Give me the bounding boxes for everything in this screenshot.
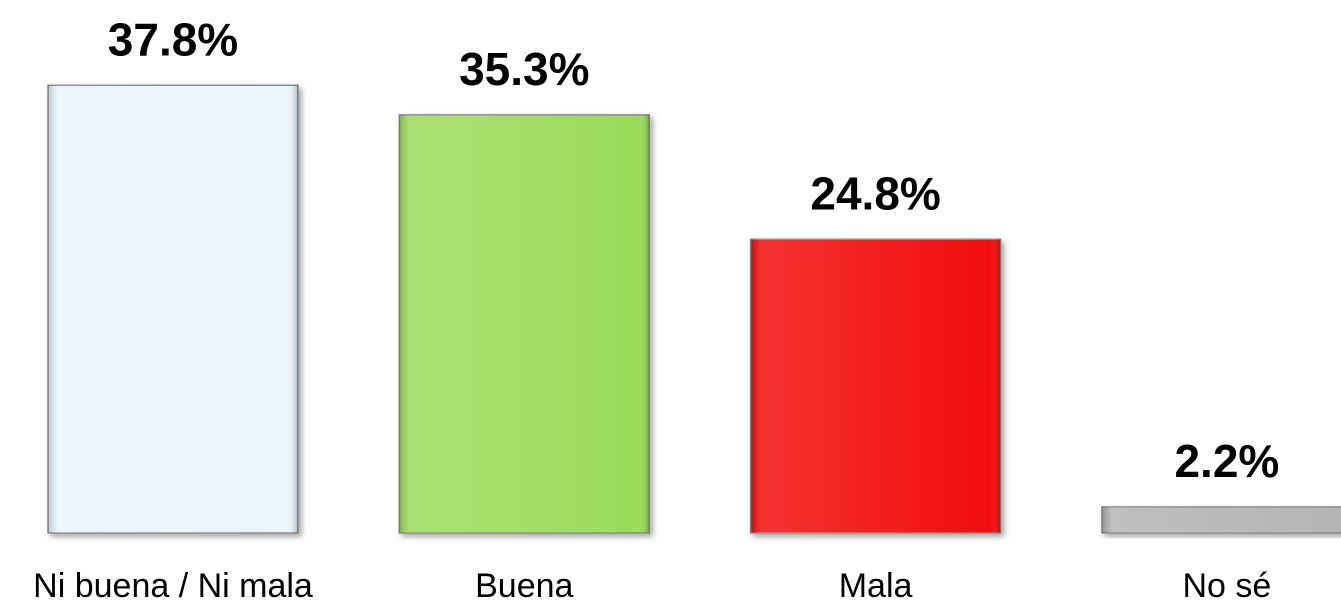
value-label: 24.8% [810,167,940,219]
bar [398,114,651,534]
value-label: 2.2% [1174,435,1279,487]
bar [1101,506,1341,534]
x-tick-label: Mala [839,567,913,605]
bar [749,238,1002,534]
bar [47,84,299,534]
x-tick-label: Ni buena / Ni mala [33,567,313,605]
value-label: 37.8% [108,13,238,65]
x-tick-label: Buena [475,567,573,605]
x-tick-label: No sé [1182,567,1271,605]
value-label: 35.3% [459,43,589,95]
